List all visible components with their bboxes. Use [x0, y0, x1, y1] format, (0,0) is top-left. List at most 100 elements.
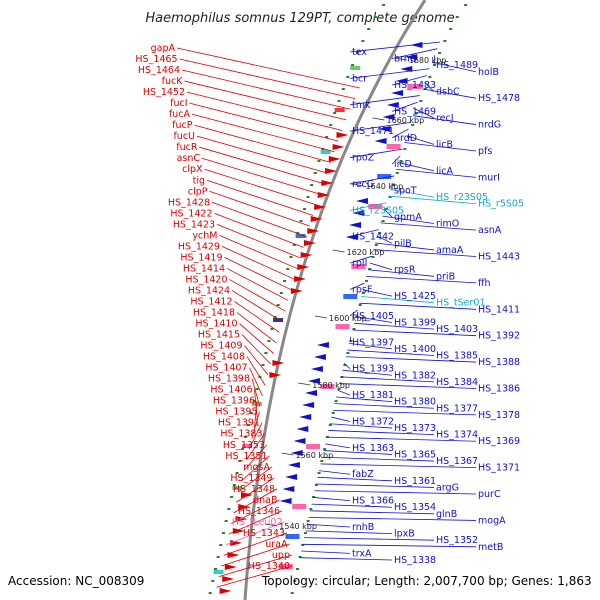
- guide-dot: [365, 280, 369, 282]
- right-gene-label: HS_1400: [394, 344, 436, 355]
- right-gene-arrow: [386, 102, 399, 108]
- guide-dot: [361, 292, 365, 294]
- left-gene-label: HS_1396: [213, 396, 255, 407]
- right-leader-line: [328, 430, 435, 436]
- left-gene-arrow: [222, 576, 235, 582]
- right-leader-line: [349, 95, 420, 106]
- guide-dot: [415, 112, 419, 114]
- tick-mark: [298, 382, 311, 386]
- right-gene-label: HS_1443: [478, 252, 520, 263]
- left-gene-arrow: [300, 252, 313, 258]
- left-leader-line: [254, 400, 258, 428]
- left-gene-arrow: [272, 360, 285, 366]
- left-feature-block: [273, 318, 284, 322]
- left-gene-arrow: [232, 528, 245, 534]
- right-leader-line: [322, 456, 435, 462]
- right-gene-arrow: [310, 366, 323, 372]
- right-leader-line: [359, 302, 477, 310]
- right-gene-label: HS_1365: [394, 449, 436, 460]
- right-gene-label: HS_1371: [478, 463, 520, 474]
- right-gene-label: HS_1483: [394, 80, 436, 91]
- left-gene-arrow: [317, 192, 330, 198]
- right-gene-arrow: [355, 198, 368, 204]
- guide-dot: [241, 448, 245, 450]
- left-gene-label: asnC: [177, 153, 201, 164]
- left-gene-label: HS_1422: [170, 208, 212, 219]
- right-gene-label: nrdG: [478, 120, 501, 131]
- left-leader-line: [241, 334, 272, 365]
- summary-text: Topology: circular; Length: 2,007,700 bp…: [261, 574, 592, 588]
- right-leader-line: [302, 543, 477, 548]
- right-gene-label: HS_1352: [436, 535, 478, 546]
- tick-label: 1680 kbp: [409, 56, 447, 65]
- left-strand-features: [213, 66, 361, 594]
- left-leader-line: [254, 389, 258, 418]
- right-leader-line: [307, 523, 351, 528]
- guide-dot: [464, 4, 468, 6]
- left-feature-block: [232, 486, 243, 490]
- left-feature-block: [295, 234, 306, 238]
- left-gene-label: upp: [272, 550, 290, 561]
- left-gene-label: HS_1414: [183, 263, 225, 274]
- right-gene-arrow: [352, 210, 365, 216]
- left-gene-arrow: [314, 204, 327, 210]
- right-gene-arrow: [400, 66, 413, 72]
- guide-dot: [303, 532, 307, 534]
- guide-dot: [295, 568, 299, 570]
- guide-dot: [249, 412, 253, 414]
- right-gene-arrow: [279, 498, 292, 504]
- right-gene-label: metB: [478, 542, 503, 553]
- right-leader-line: [376, 235, 393, 244]
- map-title: Haemophilus somnus 129PT, complete genom…: [145, 11, 454, 26]
- left-leader-line: [224, 257, 292, 291]
- tick-mark: [265, 523, 278, 527]
- left-leader-line: [221, 543, 290, 567]
- right-gene-label: asnA: [478, 225, 502, 236]
- right-leader-line: [349, 175, 395, 185]
- left-gene-label: HS_1395: [215, 407, 257, 418]
- guide-dot: [298, 556, 302, 558]
- left-leader-line: [221, 246, 295, 280]
- left-leader-line: [236, 312, 277, 344]
- right-gene-label: HS_1382: [394, 370, 436, 381]
- left-gene-arrow: [227, 552, 240, 558]
- right-gene-arrow: [290, 450, 303, 456]
- right-gene-label: HS_1425: [394, 291, 436, 302]
- right-gene-label: ffh: [478, 278, 491, 289]
- right-leader-line: [382, 215, 435, 224]
- right-leader-line: [336, 396, 393, 403]
- guide-dot: [341, 88, 345, 90]
- right-feature-block: [407, 84, 422, 89]
- right-leader-line: [349, 309, 358, 317]
- guide-dot: [290, 592, 294, 594]
- left-gene-label: fucK: [162, 76, 184, 87]
- left-gene-label: HS_1346: [238, 506, 280, 517]
- right-gene-label: HS_1366: [352, 496, 394, 507]
- right-gene-arrow: [313, 354, 326, 360]
- right-leader-line: [318, 470, 351, 475]
- right-leader-line: [345, 356, 477, 363]
- right-leader-line: [404, 142, 477, 152]
- guide-dot: [371, 256, 375, 258]
- guide-dot: [230, 496, 234, 498]
- right-gene-label: glnB: [436, 509, 457, 520]
- guide-dot: [293, 580, 297, 582]
- guide-dot: [243, 436, 247, 438]
- left-gene-arrow: [325, 168, 338, 174]
- right-gene-label: tex: [352, 47, 367, 58]
- right-gene-label: HS_1367: [436, 456, 478, 467]
- left-gene-label: HS_1415: [198, 330, 240, 341]
- right-gene-label: tmk: [352, 100, 371, 111]
- left-gene-label: HS_tLeu02: [232, 517, 283, 528]
- guide-dot: [317, 472, 321, 474]
- right-leader-line: [337, 389, 351, 396]
- guide-dot: [314, 484, 318, 486]
- right-gene-label: HS_1338: [394, 555, 436, 566]
- right-leader-line: [391, 101, 418, 112]
- left-gene-label: HS_1391: [218, 418, 260, 429]
- guide-dot: [346, 352, 350, 354]
- tick-mark: [394, 57, 407, 61]
- right-gene-arrow: [382, 114, 395, 120]
- left-gene-label: HS_1428: [168, 197, 210, 208]
- guide-dot: [276, 304, 280, 306]
